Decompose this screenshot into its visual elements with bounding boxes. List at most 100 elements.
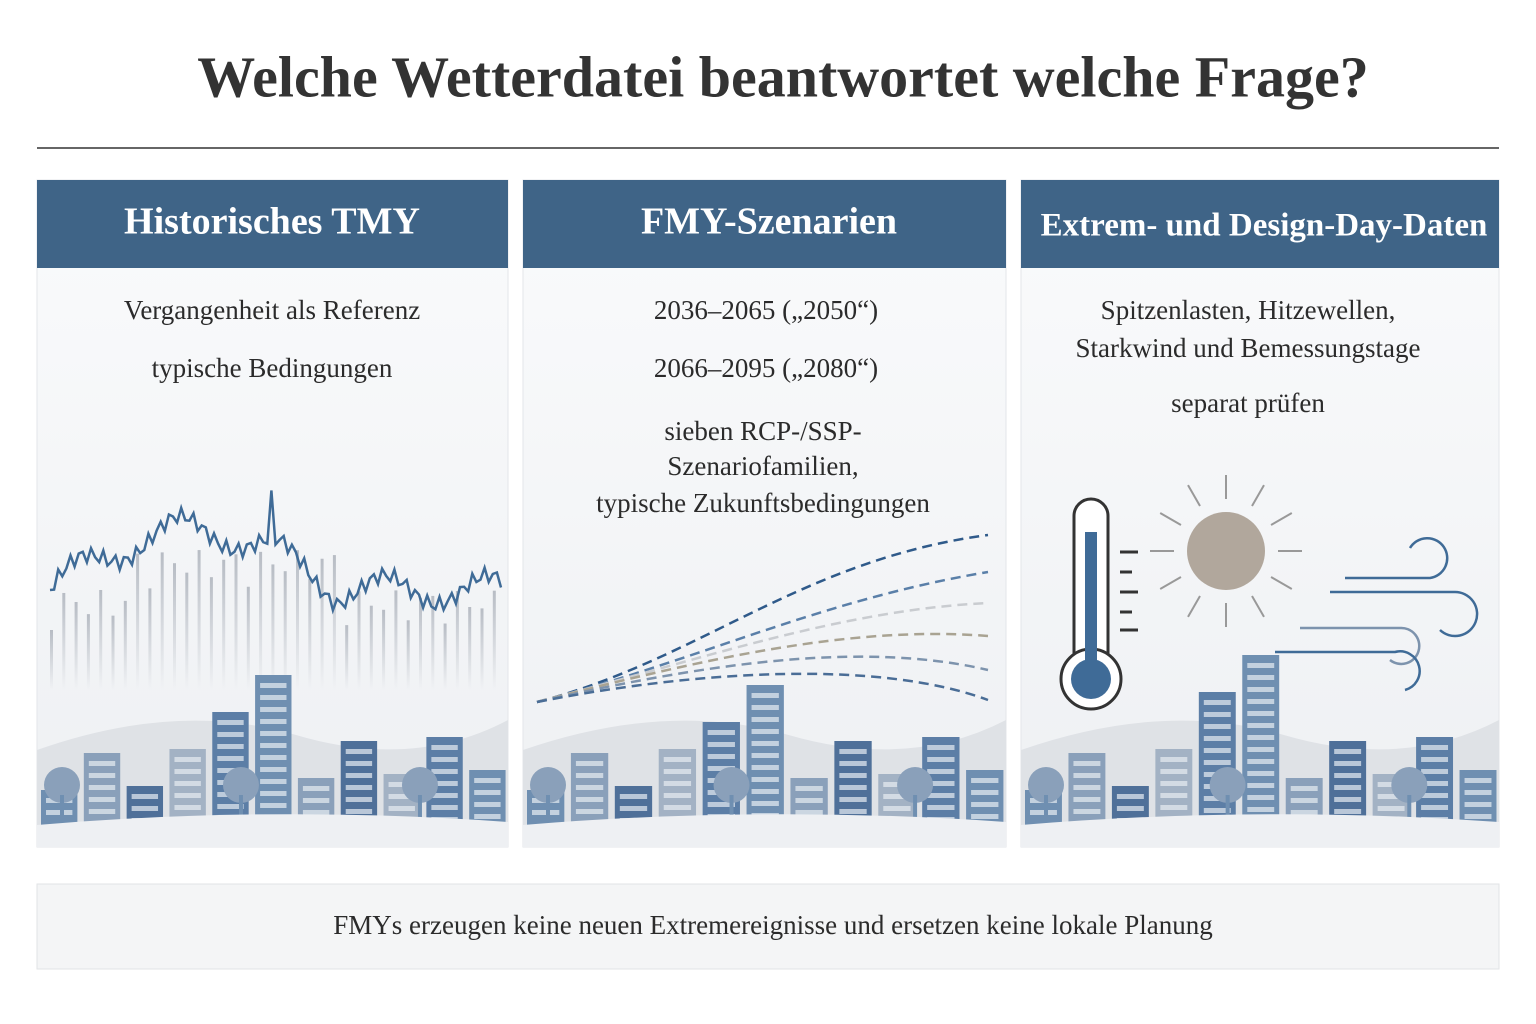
panel: Historisches TMY Vergangenheit als Refer… <box>36 179 509 848</box>
windows <box>260 803 287 808</box>
windows <box>532 810 560 815</box>
skyline <box>523 685 1006 847</box>
windows <box>927 793 955 798</box>
bar-deco <box>406 620 410 690</box>
windows <box>1247 735 1275 740</box>
windows <box>795 810 823 815</box>
bar-deco <box>136 553 140 690</box>
windows <box>1421 793 1449 798</box>
windows <box>174 805 201 810</box>
windows <box>1160 769 1188 774</box>
windows <box>1247 711 1275 716</box>
ground <box>1021 814 1499 847</box>
windows <box>88 761 116 766</box>
ground <box>523 814 1006 847</box>
windows <box>260 791 287 796</box>
windows <box>174 769 201 774</box>
windows <box>1073 809 1101 814</box>
panel: FMY-Szenarien 2036–2065 („2050“) 2066–20… <box>522 179 1007 848</box>
bar-deco <box>259 551 263 690</box>
trunk <box>238 795 243 825</box>
windows <box>88 773 116 778</box>
tree <box>530 767 566 803</box>
thermometer-icon <box>1059 497 1138 711</box>
sun-ray <box>1251 484 1265 507</box>
windows <box>1334 785 1362 790</box>
bar-deco <box>345 625 349 690</box>
wave-illustration <box>49 490 503 615</box>
windows <box>927 769 955 774</box>
windows <box>431 769 458 774</box>
windows <box>431 757 458 762</box>
windows <box>1334 761 1362 766</box>
windows <box>1073 797 1101 802</box>
building <box>1242 655 1280 830</box>
windows <box>1203 736 1231 741</box>
windows <box>839 773 867 778</box>
windows <box>1421 757 1449 762</box>
windows <box>1421 781 1449 786</box>
windows <box>1247 687 1275 692</box>
windows <box>474 814 501 819</box>
bar-deco <box>246 586 250 690</box>
windows <box>431 781 458 786</box>
windows <box>1247 771 1275 776</box>
tree <box>1028 767 1064 803</box>
trunk <box>417 795 422 825</box>
windows <box>260 695 287 700</box>
windows <box>174 793 201 798</box>
tree <box>222 767 259 803</box>
windows <box>971 802 999 807</box>
windows <box>751 765 779 770</box>
windows <box>1377 806 1405 811</box>
windows <box>345 809 373 814</box>
windows <box>1073 761 1101 766</box>
windows <box>88 797 116 802</box>
panel-text: Starkwind und Bemessungstage <box>1076 333 1421 363</box>
windows <box>1116 806 1144 811</box>
windows <box>751 741 779 746</box>
windows <box>1160 805 1188 810</box>
windows <box>1116 794 1144 799</box>
windows <box>174 757 201 762</box>
windows <box>1160 793 1188 798</box>
tree <box>1209 767 1246 803</box>
windows <box>1464 790 1492 795</box>
bar-deco <box>271 564 275 690</box>
windows <box>751 753 779 758</box>
windows <box>174 781 201 786</box>
bar-deco <box>308 578 312 690</box>
trunk <box>1407 795 1412 825</box>
windows <box>217 804 244 809</box>
tree <box>44 767 80 803</box>
windows <box>388 794 415 799</box>
bar-deco <box>62 592 66 690</box>
bar-deco <box>357 591 361 690</box>
windows <box>1334 773 1362 778</box>
windows <box>1247 699 1275 704</box>
windows <box>883 794 911 799</box>
windows <box>751 777 779 782</box>
panel-text: typische Zukunftsbedingungen <box>596 488 930 518</box>
windows <box>575 773 604 778</box>
windows <box>260 755 287 760</box>
panel-text: typische Bedingungen <box>152 353 393 383</box>
bar-deco <box>173 563 176 690</box>
windows <box>1203 808 1231 813</box>
panel-text: Spitzenlasten, Hitzewellen, <box>1101 295 1396 325</box>
windows <box>1203 748 1231 753</box>
windows <box>388 806 415 811</box>
windows <box>927 745 955 750</box>
windows <box>839 761 867 766</box>
bar-deco <box>185 572 189 690</box>
windows <box>1030 810 1057 815</box>
bar-deco <box>283 571 287 690</box>
sun-ray <box>1159 512 1182 526</box>
windows <box>131 794 159 799</box>
windows <box>663 769 692 774</box>
bar-deco <box>394 590 398 690</box>
windows <box>751 705 779 710</box>
windows <box>795 786 823 791</box>
windows <box>260 767 287 772</box>
windows <box>474 802 501 807</box>
